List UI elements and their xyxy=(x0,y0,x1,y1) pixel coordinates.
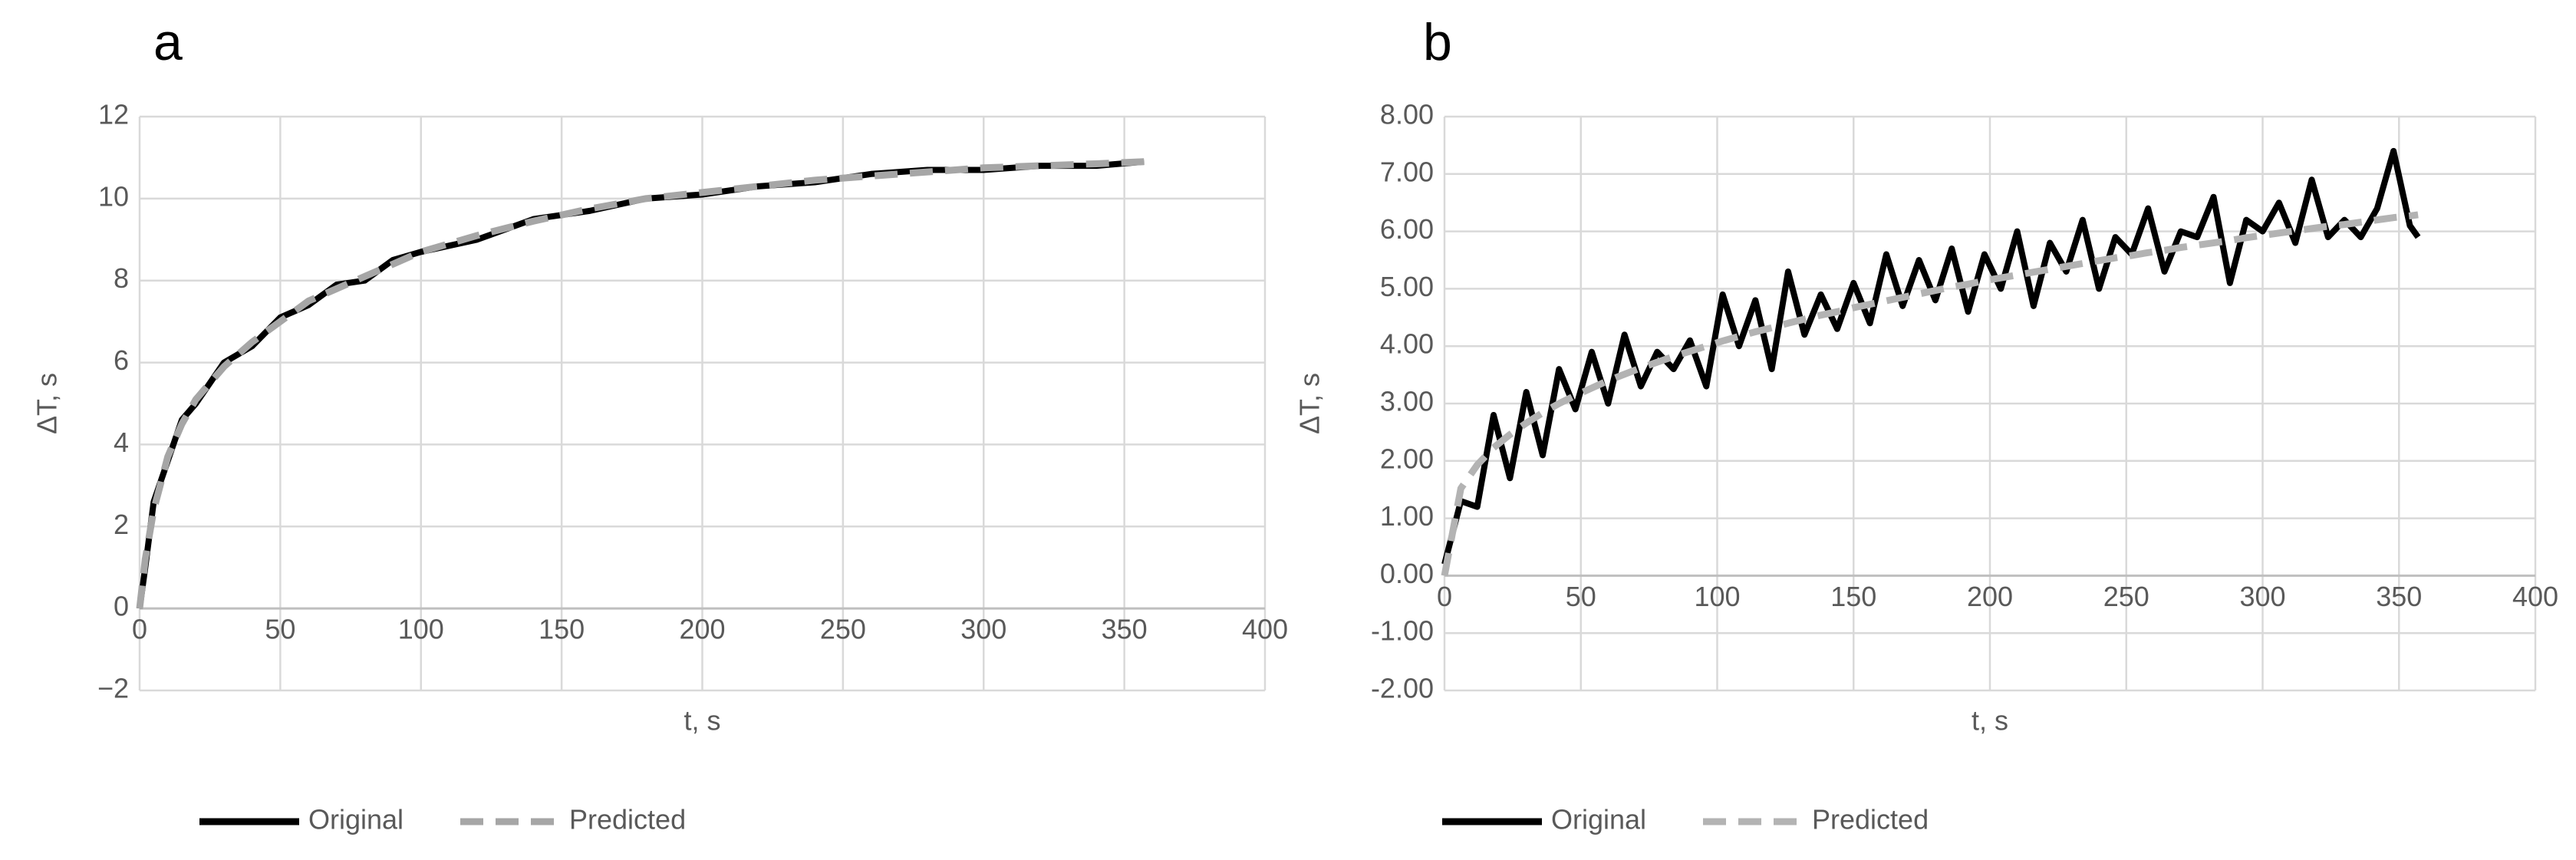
x-tick-label: 100 xyxy=(1694,581,1740,612)
x-tick-label: 50 xyxy=(1566,581,1596,612)
x-tick-label: 200 xyxy=(679,614,725,645)
y-axis-title: ΔT, s xyxy=(1294,373,1326,434)
y-tick-label: 7.00 xyxy=(1380,156,1434,187)
x-tick-label: 300 xyxy=(960,614,1006,645)
y-tick-label: 5.00 xyxy=(1380,271,1434,302)
legend-label: Original xyxy=(1551,804,1646,835)
legend-label: Predicted xyxy=(1812,804,1929,835)
series-line xyxy=(136,158,1145,609)
y-tick-label: 10 xyxy=(98,180,129,212)
y-tick-label: 1.00 xyxy=(1380,500,1434,532)
x-tick-label: 150 xyxy=(539,614,585,645)
y-tick-label: 6 xyxy=(114,344,129,376)
x-tick-label: 0 xyxy=(1437,581,1452,612)
y-tick-label: 3.00 xyxy=(1380,386,1434,417)
y-tick-label: 2.00 xyxy=(1380,443,1434,474)
y-tick-label: 4.00 xyxy=(1380,328,1434,360)
y-tick-label: 8.00 xyxy=(1380,99,1434,130)
legend-label: Predicted xyxy=(569,804,686,835)
x-tick-label: 100 xyxy=(398,614,444,645)
y-tick-label: -1.00 xyxy=(1371,615,1434,647)
x-tick-label: 400 xyxy=(2512,581,2558,612)
x-tick-label: 350 xyxy=(2376,581,2422,612)
x-axis-title: t, s xyxy=(1972,705,2008,736)
y-tick-label: 0.00 xyxy=(1380,558,1434,589)
x-tick-label: 250 xyxy=(2103,581,2149,612)
x-tick-label: 300 xyxy=(2239,581,2285,612)
y-axis-title: ΔT, s xyxy=(31,373,63,434)
panel-label: a xyxy=(153,13,183,71)
x-tick-label: 0 xyxy=(132,614,147,645)
x-tick-label: 50 xyxy=(265,614,295,645)
y-tick-label: −2 xyxy=(97,673,129,704)
series-line xyxy=(137,158,1145,609)
y-tick-label: 0 xyxy=(114,591,129,622)
panel-label: b xyxy=(1423,13,1452,71)
y-tick-label: 6.00 xyxy=(1380,213,1434,245)
x-tick-label: 400 xyxy=(1242,614,1288,645)
series-line xyxy=(1441,147,2421,565)
x-axis-title: t, s xyxy=(684,705,720,736)
y-tick-label: 12 xyxy=(98,99,129,130)
y-tick-label: 2 xyxy=(114,509,129,540)
series-line xyxy=(1441,211,2419,577)
panel: b -2.00 -1.00 0.00 1.00 2.00 3.00 4.00 5.00 6.00 7… xyxy=(1294,13,2559,835)
x-tick-label: 250 xyxy=(820,614,866,645)
x-tick-label: 200 xyxy=(1967,581,2013,612)
legend-label: Original xyxy=(308,804,404,835)
y-tick-label: 8 xyxy=(114,262,129,294)
y-tick-label: -2.00 xyxy=(1371,673,1434,704)
x-tick-label: 350 xyxy=(1102,614,1148,645)
x-tick-label: 150 xyxy=(1830,581,1876,612)
y-tick-label: 4 xyxy=(114,427,129,458)
